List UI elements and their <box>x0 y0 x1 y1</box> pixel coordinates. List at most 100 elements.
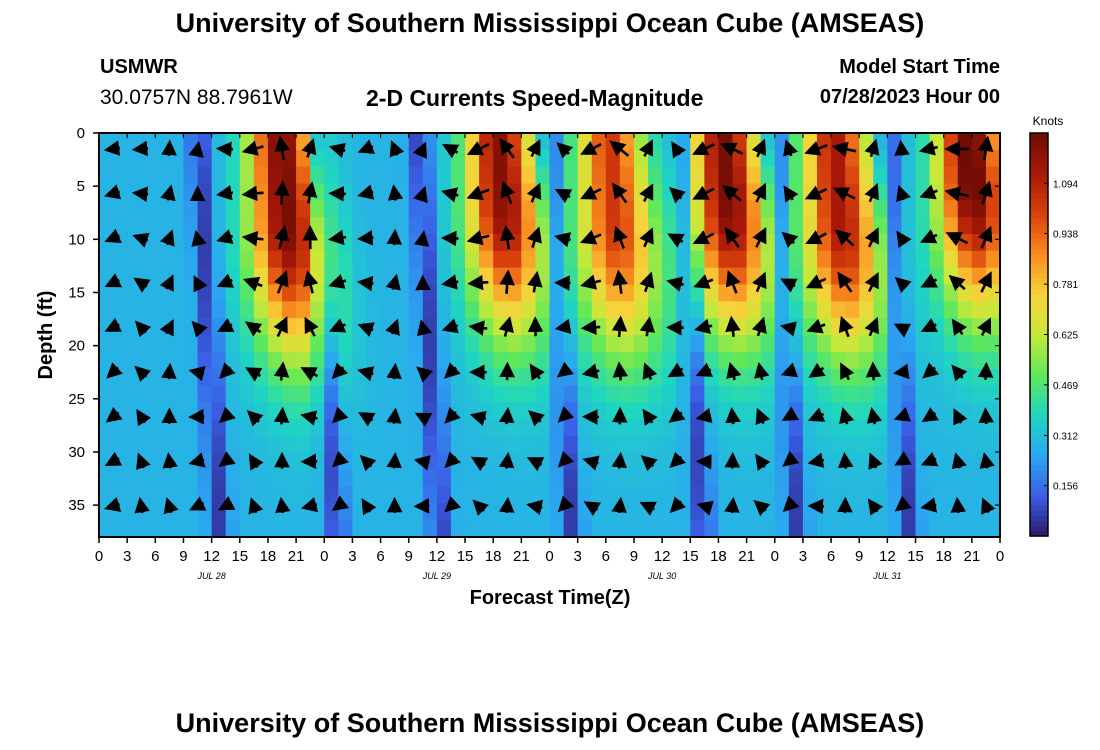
heatmap-cell <box>338 486 354 504</box>
heatmap-cell <box>788 250 804 269</box>
heatmap-cell <box>873 200 888 218</box>
heatmap-cell <box>971 469 987 488</box>
heatmap-cell <box>746 436 762 454</box>
heatmap-cell <box>929 217 945 235</box>
heatmap-cell <box>577 436 593 454</box>
heatmap-cell <box>591 469 607 488</box>
heatmap-cell <box>267 436 283 454</box>
current-arrow <box>357 184 375 200</box>
x-tick-label: 0 <box>320 548 328 565</box>
heatmap-cell <box>746 133 762 151</box>
heatmap-cell <box>479 250 494 269</box>
heatmap-cell <box>253 200 269 218</box>
colorbar-segment <box>1030 374 1048 381</box>
heatmap-cell <box>943 436 959 454</box>
colorbar-segment <box>1030 299 1048 305</box>
colorbar-segment <box>1030 309 1048 315</box>
current-arrow <box>944 186 969 202</box>
heatmap-cell <box>591 419 607 437</box>
heatmap-cell <box>887 469 903 488</box>
heatmap-cell <box>422 385 438 403</box>
heatmap-cell <box>802 335 818 353</box>
colorbar-tick-label: 0.781 <box>1053 280 1078 291</box>
current-arrow <box>303 270 319 294</box>
heatmap-cell <box>155 385 170 403</box>
heatmap-cell <box>324 234 339 252</box>
current-arrow <box>441 187 459 203</box>
heatmap-cell <box>352 250 368 269</box>
current-arrow <box>273 224 290 250</box>
heatmap-cell <box>211 183 227 201</box>
heatmap-cell <box>338 183 354 201</box>
colorbar-segment <box>1030 490 1048 497</box>
current-arrow <box>413 185 428 204</box>
heatmap-cell <box>971 351 987 370</box>
heatmap-cell <box>493 469 508 488</box>
heatmap-cell <box>239 200 255 218</box>
heatmap-cell <box>408 267 424 286</box>
heatmap-cell <box>845 234 860 252</box>
heatmap-cell <box>450 351 466 370</box>
heatmap-cell <box>310 301 325 319</box>
heatmap-cell <box>774 385 790 403</box>
heatmap-cell <box>436 200 452 218</box>
current-arrow <box>386 362 402 380</box>
heatmap-cell <box>929 486 945 504</box>
current-arrow <box>440 230 459 247</box>
heatmap-cell <box>662 469 677 488</box>
heatmap-cell <box>619 267 635 286</box>
heatmap-cell <box>197 368 213 387</box>
heatmap-cell <box>366 385 382 403</box>
heatmap-cell <box>253 217 269 235</box>
heatmap-cell <box>394 402 410 420</box>
current-arrow <box>466 230 490 246</box>
heatmap-cell <box>436 486 452 504</box>
heatmap-cell <box>605 520 621 538</box>
heatmap-cell <box>310 335 325 353</box>
heatmap-cell <box>563 402 579 420</box>
heatmap-cell <box>633 166 649 185</box>
heatmap-cell <box>563 234 579 252</box>
heatmap-cell <box>113 385 128 403</box>
current-arrow <box>611 182 628 204</box>
heatmap-cell <box>563 469 579 488</box>
colorbar-segment <box>1030 228 1048 235</box>
heatmap-cell <box>324 436 339 454</box>
station-id: USMWR <box>100 56 178 78</box>
heatmap-cell <box>380 335 396 353</box>
heatmap-cell <box>155 419 170 437</box>
heatmap-cell <box>450 200 466 218</box>
current-arrow <box>386 228 403 246</box>
heatmap-cell <box>239 250 255 269</box>
heatmap-cell <box>197 183 213 201</box>
heatmap-cell <box>690 486 705 504</box>
heatmap-cell <box>197 318 213 336</box>
heatmap-cell <box>113 149 128 168</box>
heatmap-cell <box>99 436 114 454</box>
heatmap-cell <box>563 183 579 201</box>
heatmap-cell <box>788 503 804 521</box>
heatmap-cell <box>380 469 396 488</box>
heatmap-cell <box>450 301 466 319</box>
heatmap-cell <box>648 452 663 471</box>
current-arrow <box>804 185 828 200</box>
heatmap-cell <box>957 469 973 488</box>
heatmap-cell <box>971 335 987 353</box>
heatmap-cell <box>662 301 677 319</box>
current-arrow <box>467 274 489 291</box>
heatmap-cell <box>282 419 297 437</box>
heatmap-cell <box>648 486 663 504</box>
current-arrow <box>581 363 600 379</box>
heatmap-cell <box>887 166 903 185</box>
heatmap-cell <box>760 284 776 302</box>
heatmap-cell <box>605 284 621 302</box>
current-arrow <box>218 406 236 424</box>
current-arrow <box>219 362 236 379</box>
heatmap-cell <box>957 351 973 370</box>
current-arrow <box>300 497 319 513</box>
heatmap-cell <box>901 284 917 302</box>
heatmap-cell <box>563 166 579 185</box>
colorbar-segment <box>1030 460 1048 467</box>
heatmap-cell <box>887 486 903 504</box>
heatmap-cell <box>802 469 818 488</box>
